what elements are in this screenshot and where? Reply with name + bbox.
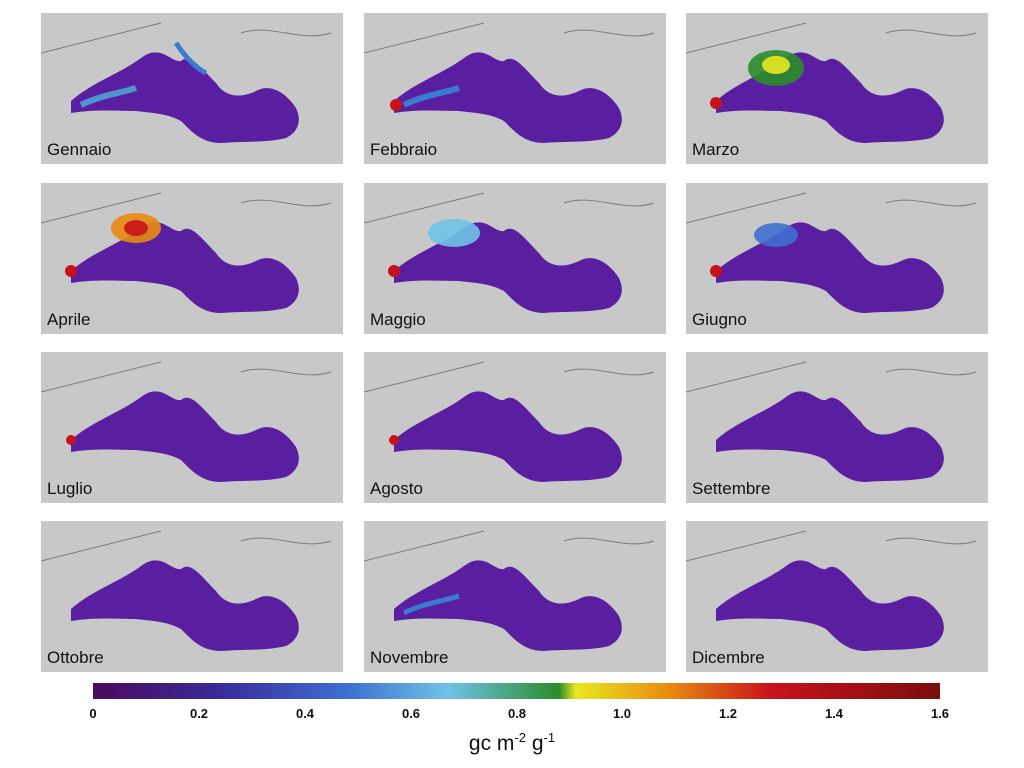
mediterranean-map bbox=[686, 192, 977, 313]
month-label: Novembre bbox=[370, 648, 449, 667]
map-panel-febbraio: Febbraio bbox=[364, 13, 666, 164]
colorbar-gradient bbox=[93, 683, 940, 699]
month-label: Marzo bbox=[692, 140, 740, 159]
mediterranean-map bbox=[686, 22, 977, 143]
month-label: Febbraio bbox=[370, 140, 438, 159]
colorbar-tick-3: 0.6 bbox=[401, 706, 421, 721]
mediterranean-map bbox=[41, 530, 332, 651]
map-panel-gennaio: Gennaio bbox=[41, 13, 343, 164]
map-panel-aprile: Aprile bbox=[41, 183, 343, 334]
mediterranean-map bbox=[686, 361, 977, 482]
month-label: Maggio bbox=[370, 310, 426, 329]
colorbar-tick-6: 1.2 bbox=[718, 706, 738, 721]
monthly-map-grid: Gennaio Febbraio Marzo Aprile bbox=[41, 13, 988, 672]
mediterranean-map bbox=[41, 361, 332, 482]
month-label: Gennaio bbox=[47, 140, 112, 159]
mediterranean-map bbox=[364, 361, 655, 482]
mediterranean-map bbox=[364, 192, 655, 313]
month-label: Ottobre bbox=[47, 648, 104, 667]
mediterranean-map bbox=[41, 22, 332, 143]
mediterranean-map bbox=[686, 530, 977, 651]
month-label: Dicembre bbox=[692, 648, 765, 667]
map-panel-luglio: Luglio bbox=[41, 352, 343, 503]
month-label: Aprile bbox=[47, 310, 91, 329]
colorbar-tick-7: 1.4 bbox=[824, 706, 844, 721]
map-panel-ottobre: Ottobre bbox=[41, 521, 343, 672]
mediterranean-map bbox=[364, 530, 655, 651]
colorbar bbox=[93, 683, 940, 699]
colorbar-tick-8: 1.6 bbox=[930, 706, 950, 721]
colorbar-tick-2: 0.4 bbox=[295, 706, 315, 721]
month-label: Agosto bbox=[370, 479, 423, 498]
month-label: Luglio bbox=[47, 479, 93, 498]
map-panel-novembre: Novembre bbox=[364, 521, 666, 672]
mediterranean-map bbox=[41, 192, 332, 313]
map-panel-agosto: Agosto bbox=[364, 352, 666, 503]
colorbar-tick-1: 0.2 bbox=[189, 706, 209, 721]
colorbar-tick-5: 1.0 bbox=[612, 706, 632, 721]
map-panel-marzo: Marzo bbox=[686, 13, 988, 164]
mediterranean-map bbox=[364, 22, 655, 143]
colorbar-tick-0: 0 bbox=[89, 706, 97, 721]
map-panel-giugno: Giugno bbox=[686, 183, 988, 334]
month-label: Giugno bbox=[692, 310, 747, 329]
colorbar-tick-4: 0.8 bbox=[507, 706, 527, 721]
map-panel-dicembre: Dicembre bbox=[686, 521, 988, 672]
map-panel-settembre: Settembre bbox=[686, 352, 988, 503]
month-label: Settembre bbox=[692, 479, 771, 498]
colorbar-unit-label: gc m-2 g-1 bbox=[468, 730, 556, 755]
map-panel-maggio: Maggio bbox=[364, 183, 666, 334]
